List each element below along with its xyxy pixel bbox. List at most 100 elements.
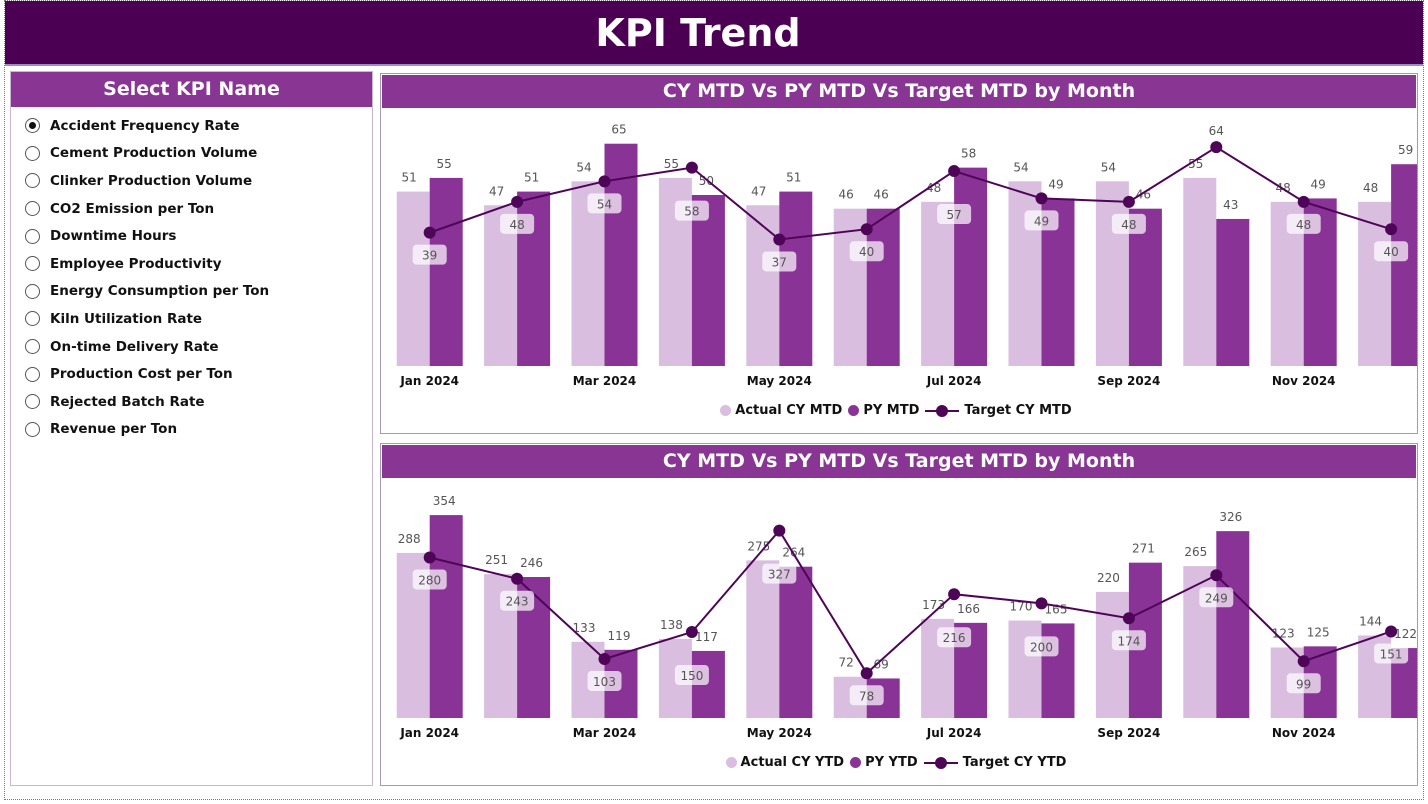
- bar-actual[interactable]: [1095, 591, 1129, 718]
- data-label-actual: 265: [1184, 545, 1207, 559]
- bar-py[interactable]: [429, 515, 463, 718]
- radio-button-icon[interactable]: [25, 201, 40, 217]
- target-point[interactable]: [685, 626, 698, 639]
- bar-actual[interactable]: [1008, 181, 1042, 366]
- kpi-option[interactable]: CO2 Emission per Ton: [11, 195, 372, 223]
- kpi-option[interactable]: Cement Production Volume: [11, 140, 372, 168]
- legend-item-py[interactable]: PY YTD: [850, 755, 918, 770]
- target-point[interactable]: [860, 667, 873, 680]
- target-label-box: [762, 563, 797, 584]
- radio-button-icon[interactable]: [25, 283, 40, 299]
- target-point[interactable]: [1035, 192, 1048, 205]
- legend-item-target[interactable]: Target CY MTD: [925, 403, 1072, 418]
- legend-item-actual[interactable]: Actual CY YTD: [725, 755, 844, 770]
- kpi-option[interactable]: Downtime Hours: [11, 222, 372, 250]
- target-point[interactable]: [1122, 612, 1135, 625]
- bar-actual[interactable]: [1183, 177, 1217, 366]
- target-label-box: [500, 590, 535, 611]
- kpi-option[interactable]: Kiln Utilization Rate: [11, 305, 372, 333]
- target-label-box: [412, 244, 447, 265]
- legend-item-target[interactable]: Target CY YTD: [923, 755, 1066, 770]
- kpi-option-label: Rejected Batch Rate: [50, 393, 205, 410]
- target-point[interactable]: [948, 588, 961, 601]
- bar-py[interactable]: [954, 167, 988, 366]
- data-label-py: 46: [874, 188, 889, 202]
- radio-button-icon[interactable]: [25, 421, 40, 437]
- target-point[interactable]: [598, 175, 611, 188]
- legend-item-actual[interactable]: Actual CY MTD: [720, 403, 842, 418]
- kpi-option[interactable]: Clinker Production Volume: [11, 167, 372, 195]
- bar-actual[interactable]: [921, 201, 955, 366]
- radio-button-icon[interactable]: [25, 339, 40, 355]
- target-point[interactable]: [1385, 223, 1398, 236]
- target-label-box: [1111, 630, 1146, 651]
- kpi-option[interactable]: Accident Frequency Rate: [11, 112, 372, 140]
- target-label-box: [1286, 213, 1321, 234]
- target-point[interactable]: [423, 226, 436, 239]
- radio-button-icon[interactable]: [25, 311, 40, 327]
- target-point[interactable]: [860, 223, 873, 236]
- target-point[interactable]: [1385, 625, 1398, 638]
- bar-py[interactable]: [1216, 531, 1250, 718]
- bar-py[interactable]: [779, 191, 813, 366]
- bar-actual[interactable]: [1008, 620, 1042, 718]
- target-point[interactable]: [685, 161, 698, 174]
- bar-actual[interactable]: [1095, 181, 1129, 366]
- target-point[interactable]: [773, 233, 786, 246]
- radio-button-icon[interactable]: [25, 173, 40, 189]
- radio-button-icon[interactable]: [25, 145, 40, 161]
- target-point[interactable]: [1297, 655, 1310, 668]
- legend-item-py[interactable]: PY MTD: [848, 403, 919, 418]
- kpi-option[interactable]: Rejected Batch Rate: [11, 388, 372, 416]
- bar-actual[interactable]: [396, 191, 430, 366]
- bar-py[interactable]: [866, 208, 900, 366]
- bar-actual[interactable]: [833, 208, 867, 366]
- bar-py[interactable]: [779, 566, 813, 718]
- target-point[interactable]: [1297, 195, 1310, 208]
- kpi-option[interactable]: Energy Consumption per Ton: [11, 278, 372, 306]
- target-label-box: [587, 670, 622, 691]
- data-label-target: 58: [684, 205, 699, 219]
- target-label-box: [849, 241, 884, 262]
- radio-button-icon[interactable]: [25, 118, 40, 134]
- x-tick-label: Mar 2024: [573, 374, 637, 388]
- target-point[interactable]: [423, 551, 436, 564]
- radio-button-icon[interactable]: [25, 256, 40, 272]
- target-point[interactable]: [1035, 597, 1048, 610]
- target-point[interactable]: [511, 195, 524, 208]
- kpi-option[interactable]: Production Cost per Ton: [11, 360, 372, 388]
- bar-actual[interactable]: [746, 205, 780, 366]
- data-label-py: 55: [437, 157, 452, 171]
- radio-button-icon[interactable]: [25, 394, 40, 410]
- data-label-actual: 138: [660, 618, 683, 632]
- bar-py[interactable]: [1391, 164, 1417, 366]
- radio-button-icon[interactable]: [25, 228, 40, 244]
- x-tick-label: Jul 2024: [926, 726, 982, 740]
- data-label-actual: 51: [402, 171, 417, 185]
- bar-py[interactable]: [691, 195, 725, 366]
- bar-actual[interactable]: [746, 560, 780, 718]
- x-tick-label: Jan 2024: [399, 374, 459, 388]
- target-point[interactable]: [1210, 569, 1223, 582]
- radio-button-icon[interactable]: [25, 366, 40, 382]
- target-point[interactable]: [773, 524, 786, 537]
- data-label-actual: 288: [398, 532, 421, 546]
- target-point[interactable]: [1210, 141, 1223, 154]
- data-label-target: 150: [680, 669, 703, 683]
- data-label-py: 65: [611, 123, 626, 137]
- bar-py[interactable]: [1128, 208, 1162, 366]
- target-point[interactable]: [598, 652, 611, 665]
- target-point[interactable]: [511, 572, 524, 585]
- kpi-option[interactable]: Revenue per Ton: [11, 416, 372, 444]
- data-label-target: 249: [1205, 591, 1228, 605]
- data-label-py: 69: [874, 657, 889, 671]
- kpi-option[interactable]: On-time Delivery Rate: [11, 333, 372, 361]
- bar-py[interactable]: [429, 177, 463, 366]
- target-point[interactable]: [1122, 195, 1135, 208]
- kpi-option[interactable]: Employee Productivity: [11, 250, 372, 278]
- target-point[interactable]: [948, 165, 961, 178]
- target-label-box: [587, 193, 622, 214]
- data-label-target: 216: [943, 631, 966, 645]
- bar-py[interactable]: [1216, 218, 1250, 366]
- data-label-actual: 55: [1188, 157, 1203, 171]
